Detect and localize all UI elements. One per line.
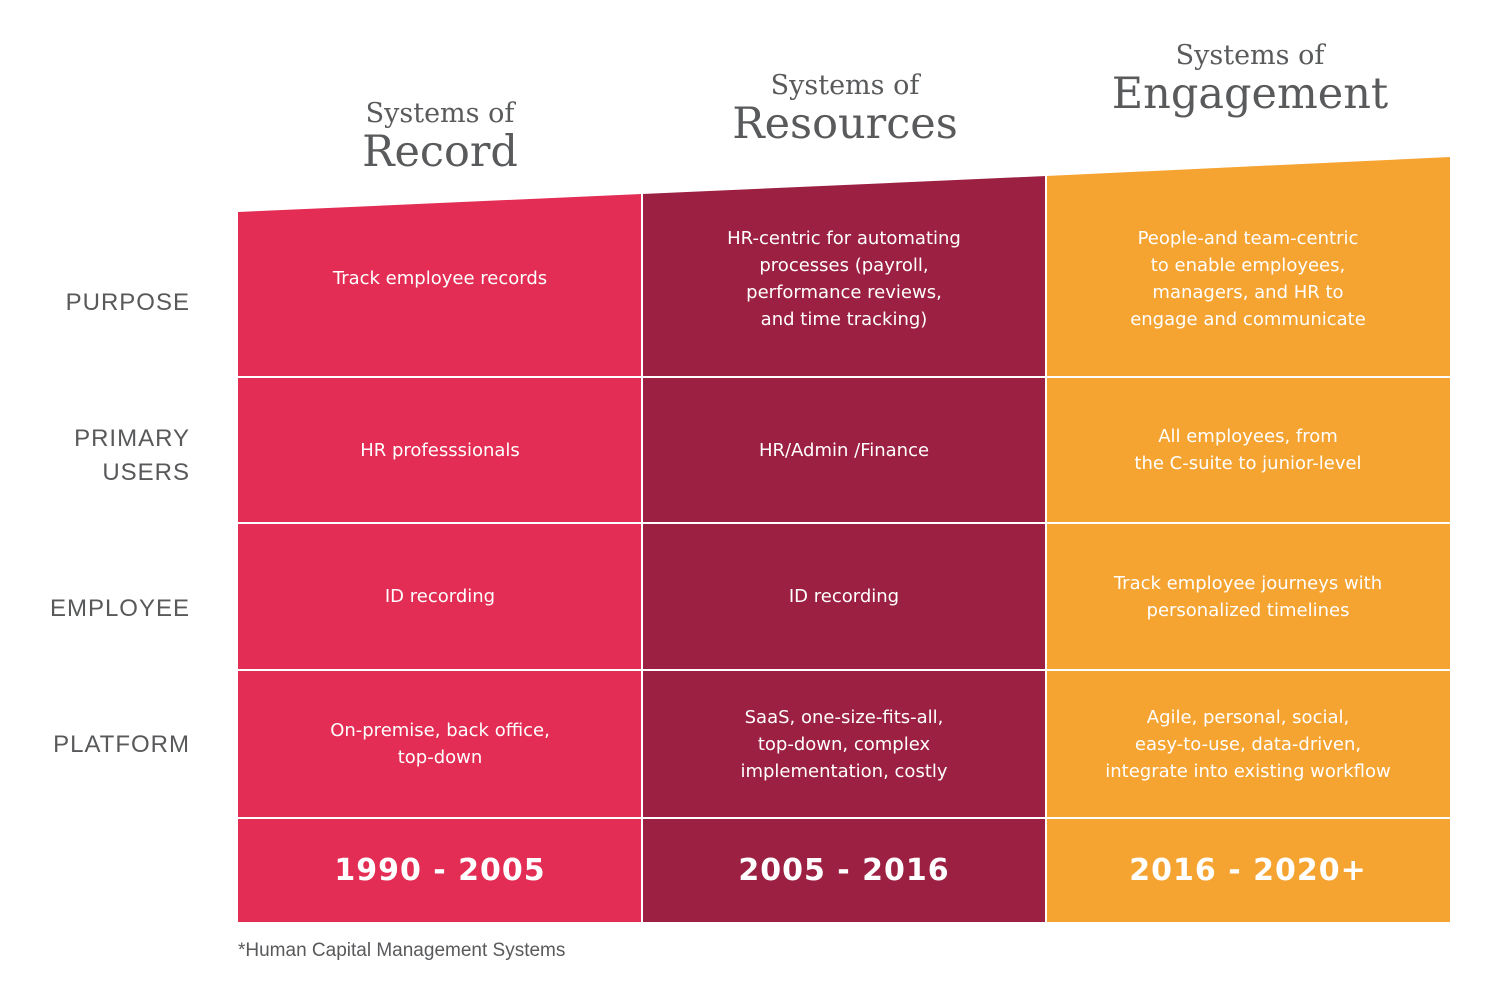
year-range-engagement: 2016 - 2020+ [1129, 852, 1367, 888]
cell-employee-resources: ID recording [788, 586, 900, 607]
cell-platform-engagement: Agile, personal, social, easy-to-use, da… [1105, 706, 1391, 782]
year-range-resources: 2005 - 2016 [738, 852, 950, 888]
cell-users-engagement: All employees, from the C-suite to junio… [1134, 426, 1362, 474]
column-header-sub: Systems of [770, 70, 920, 101]
cell-purpose-resources: HR-centric for automating processes (pay… [727, 227, 961, 330]
column-header-sub: Systems of [365, 98, 515, 129]
row-label-platform: PLATFORM [53, 731, 190, 758]
column-header-engagement: Systems of Engagement [1090, 42, 1410, 116]
cell-users-record: HR professsionals [360, 439, 520, 461]
resources-band [642, 176, 1046, 922]
cell-users-resources: HR/Admin /Finance [758, 439, 930, 461]
year-range-record: 1990 - 2005 [334, 852, 546, 888]
column-header-resources: Systems of Resources [695, 72, 995, 146]
row-label-employee: EMPLOYEE [49, 595, 190, 622]
cell-employee-engagement: Track employee journeys with personalize… [1113, 572, 1383, 621]
column-header-sub: Systems of [1175, 40, 1325, 71]
column-header-title: Record [362, 127, 518, 177]
column-header-title: Engagement [1111, 69, 1389, 119]
column-header-record: Systems of Record [300, 100, 580, 174]
footnote: *Human Capital Management Systems [238, 940, 566, 961]
row-label-primary-users: PRIMARY USERS [74, 425, 190, 486]
engagement-band [1046, 157, 1450, 922]
column-header-title: Resources [732, 99, 958, 149]
cell-platform-record: On-premise, back office, top-down [330, 720, 550, 768]
row-label-purpose: PURPOSE [65, 289, 190, 316]
cell-platform-resources: SaaS, one-size-fits-all, top-down, compl… [740, 706, 948, 782]
cell-purpose-engagement: People-and team-centric to enable employ… [1130, 227, 1366, 330]
cell-purpose-record: Track employee records [332, 268, 548, 289]
cell-employee-record: ID recording [384, 586, 496, 607]
